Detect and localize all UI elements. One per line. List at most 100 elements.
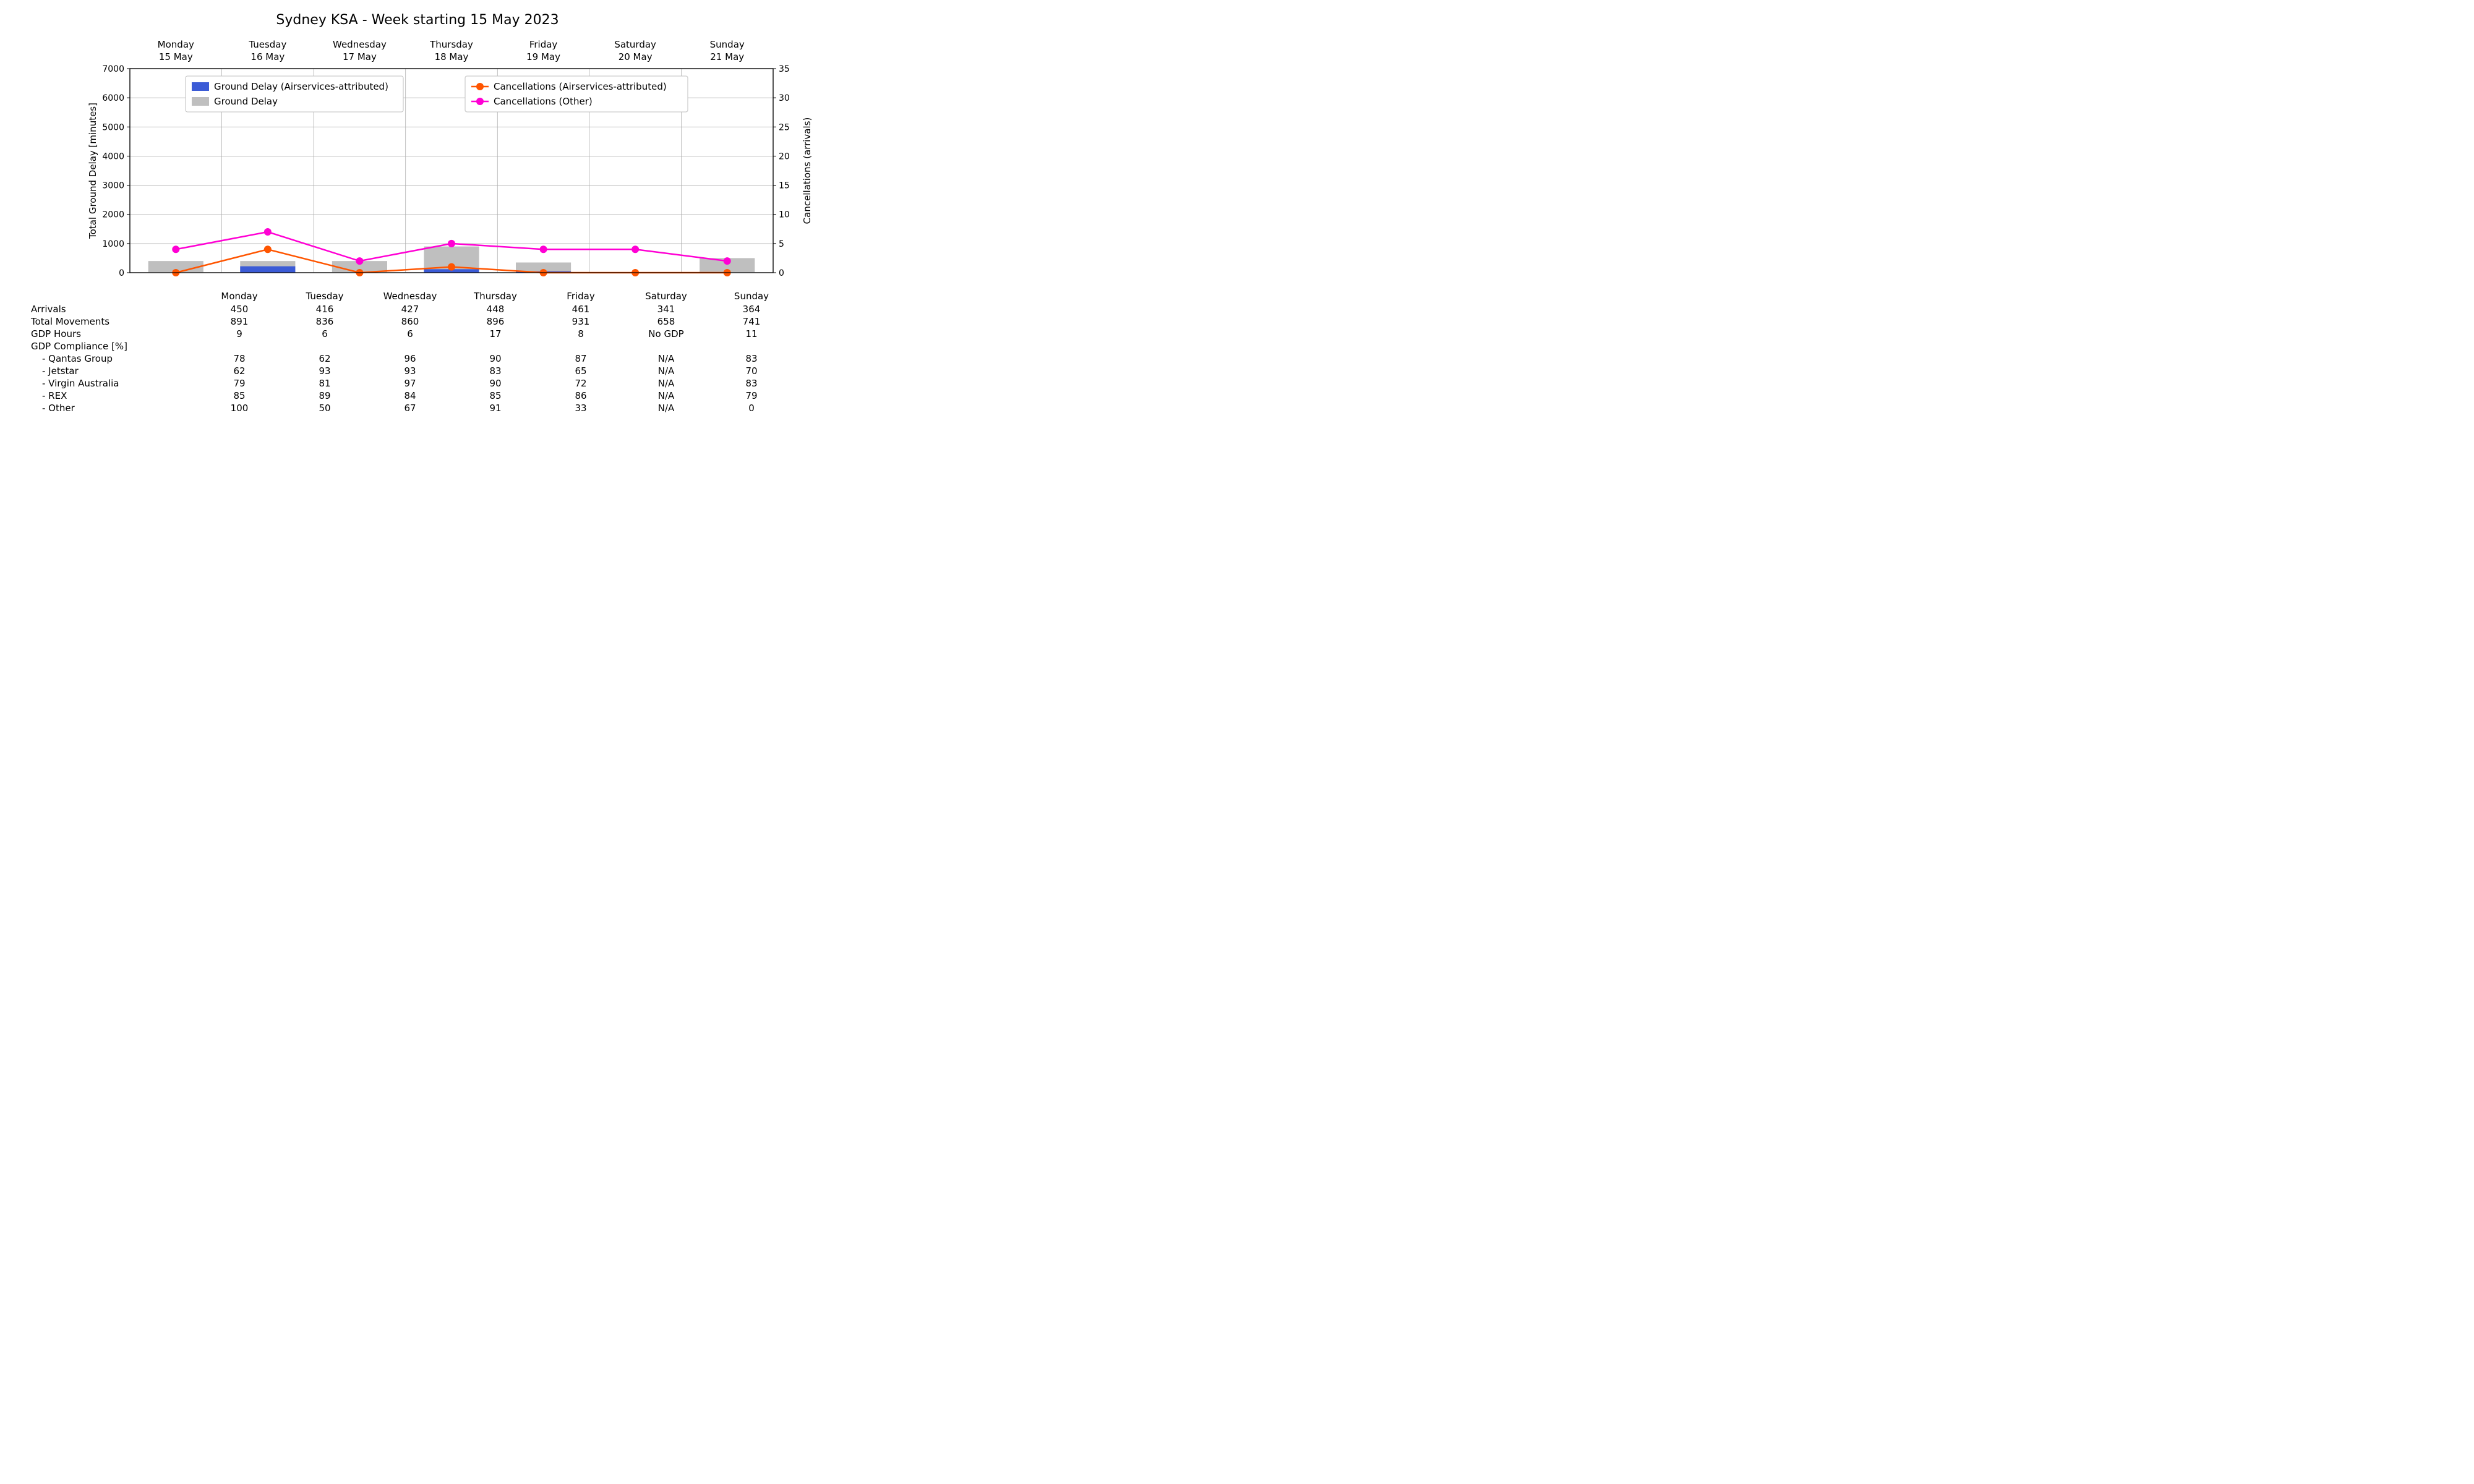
table-row-label: - Jetstar <box>31 365 197 377</box>
table-cell <box>367 340 453 352</box>
top-day-name: Monday <box>158 39 194 50</box>
table-cell: 100 <box>197 402 282 414</box>
table-cell: 90 <box>453 352 538 365</box>
top-day-name: Sunday <box>710 39 745 50</box>
table-cell: 96 <box>367 352 453 365</box>
page-root: Sydney KSA - Week starting 15 May 2023 0… <box>0 0 866 519</box>
page-title: Sydney KSA - Week starting 15 May 2023 <box>31 12 804 28</box>
table-cell: 741 <box>709 315 794 328</box>
right-tick-label: 35 <box>779 64 790 74</box>
right-tick-label: 25 <box>779 122 790 132</box>
table-row: Total Movements891836860896931658741 <box>31 315 794 328</box>
table-cell: 78 <box>197 352 282 365</box>
top-day-name: Friday <box>529 39 558 50</box>
right-tick-label: 15 <box>779 181 790 191</box>
line-marker <box>448 263 455 271</box>
table-cell: 427 <box>367 303 453 315</box>
table-cell <box>197 340 282 352</box>
table-cell: 87 <box>538 352 623 365</box>
table-cell: 658 <box>623 315 709 328</box>
table-cell: 83 <box>453 365 538 377</box>
table-row: - Jetstar6293938365N/A70 <box>31 365 794 377</box>
right-tick-label: 10 <box>779 210 790 220</box>
table-cell: 931 <box>538 315 623 328</box>
table-row: GDP Compliance [%] <box>31 340 794 352</box>
top-day-date: 19 May <box>526 51 560 62</box>
legend-label: Cancellations (Other) <box>494 96 593 107</box>
table-cell: 83 <box>709 352 794 365</box>
table-cell: 91 <box>453 402 538 414</box>
table-cell: 62 <box>282 352 367 365</box>
table-row: - Virgin Australia7981979072N/A83 <box>31 377 794 390</box>
table-cell: 79 <box>197 377 282 390</box>
ground-delay-chart: 01000200030004000500060007000Total Groun… <box>31 33 823 279</box>
legend-label: Cancellations (Airservices-attributed) <box>494 81 667 92</box>
table-header-cell: Friday <box>538 290 623 303</box>
table-cell: 836 <box>282 315 367 328</box>
left-tick-label: 7000 <box>102 64 124 74</box>
table-cell: 84 <box>367 390 453 402</box>
table-cell: N/A <box>623 377 709 390</box>
table-header-cell: Saturday <box>623 290 709 303</box>
table-cell: 891 <box>197 315 282 328</box>
table-cell <box>709 340 794 352</box>
line-marker <box>631 245 639 253</box>
top-day-date: 16 May <box>250 51 285 62</box>
top-day-name: Wednesday <box>333 39 387 50</box>
legend-label: Ground Delay <box>214 96 278 107</box>
right-axis-label: Cancellations (arrivals) <box>802 117 813 224</box>
table-cell: 89 <box>282 390 367 402</box>
table-header-row: MondayTuesdayWednesdayThursdayFridaySatu… <box>31 290 794 303</box>
left-tick-label: 2000 <box>102 210 124 220</box>
table-row-label: - Other <box>31 402 197 414</box>
table-cell: 17 <box>453 328 538 340</box>
legend-swatch <box>192 82 209 91</box>
left-tick-label: 3000 <box>102 181 124 191</box>
table-cell <box>538 340 623 352</box>
line-marker <box>356 257 363 265</box>
table-cell: 33 <box>538 402 623 414</box>
line-marker <box>540 245 547 253</box>
table-header-cell: Sunday <box>709 290 794 303</box>
left-tick-label: 0 <box>119 268 124 278</box>
left-tick-label: 6000 <box>102 93 124 103</box>
table-cell: 93 <box>282 365 367 377</box>
legend: Cancellations (Airservices-attributed) Ca… <box>465 76 688 112</box>
top-day-date: 18 May <box>435 51 469 62</box>
table-header-cell: Wednesday <box>367 290 453 303</box>
top-day-date: 15 May <box>159 51 193 62</box>
table-header-cell: Monday <box>197 290 282 303</box>
left-axis-label: Total Ground Delay [minutes] <box>87 103 98 239</box>
table-cell: 85 <box>453 390 538 402</box>
right-tick-label: 30 <box>779 93 790 103</box>
table-row-label: Arrivals <box>31 303 197 315</box>
top-day-name: Saturday <box>614 39 656 50</box>
table-row-label: GDP Compliance [%] <box>31 340 197 352</box>
table-cell: 85 <box>197 390 282 402</box>
table-cell <box>623 340 709 352</box>
line-marker <box>724 257 731 265</box>
table-cell: N/A <box>623 402 709 414</box>
table-cell: 67 <box>367 402 453 414</box>
legend-label: Ground Delay (Airservices-attributed) <box>214 81 388 92</box>
top-day-date: 21 May <box>710 51 744 62</box>
table-cell: N/A <box>623 352 709 365</box>
table-cell: 364 <box>709 303 794 315</box>
line-marker <box>264 245 272 253</box>
table-cell: 461 <box>538 303 623 315</box>
table-row-label: - Qantas Group <box>31 352 197 365</box>
table-cell: N/A <box>623 390 709 402</box>
top-day-date: 20 May <box>618 51 653 62</box>
table-cell: 11 <box>709 328 794 340</box>
table-row: - Qantas Group7862969087N/A83 <box>31 352 794 365</box>
table-row: - Other10050679133N/A0 <box>31 402 794 414</box>
table-cell <box>453 340 538 352</box>
table-cell: 450 <box>197 303 282 315</box>
top-day-date: 17 May <box>343 51 377 62</box>
table-cell: 90 <box>453 377 538 390</box>
table-cell: 0 <box>709 402 794 414</box>
table-cell: 79 <box>709 390 794 402</box>
table-cell: 860 <box>367 315 453 328</box>
data-table-container: MondayTuesdayWednesdayThursdayFridaySatu… <box>31 290 804 414</box>
table-row-label: GDP Hours <box>31 328 197 340</box>
